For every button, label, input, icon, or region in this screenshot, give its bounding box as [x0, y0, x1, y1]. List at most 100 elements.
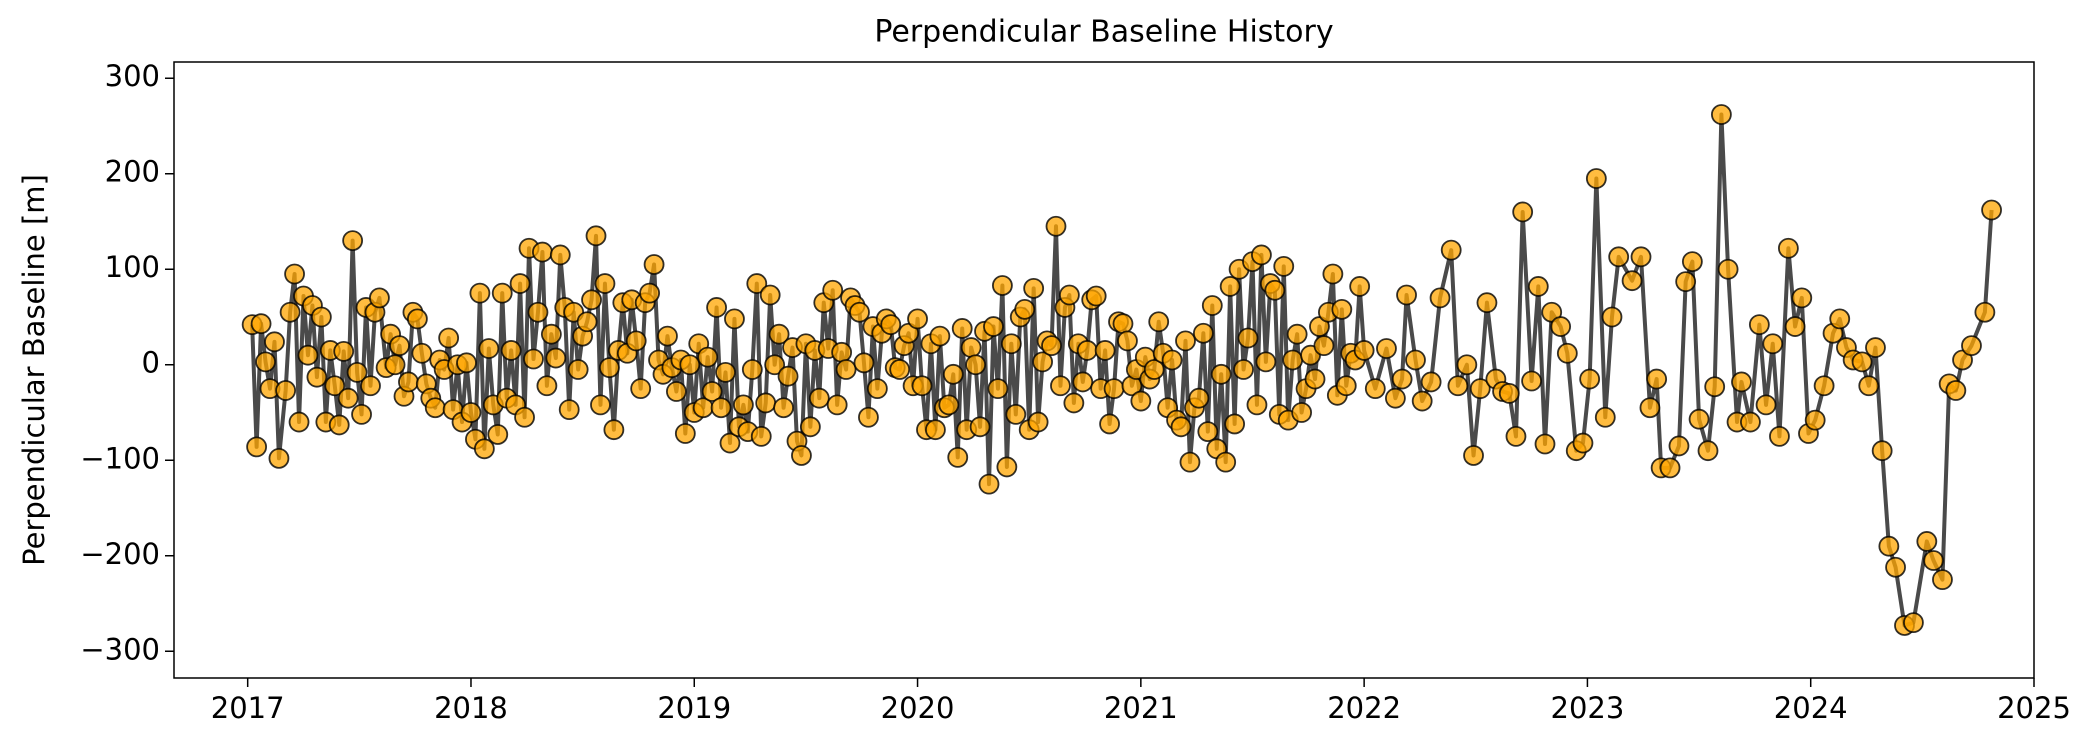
data-point: [715, 361, 736, 383]
data-point: [246, 436, 268, 458]
data-point: [1353, 340, 1375, 361]
plot-frame: [173, 61, 2035, 679]
data-point: [808, 387, 830, 409]
data-point: [1916, 531, 1938, 552]
data-point: [746, 273, 768, 294]
data-point: [1251, 244, 1272, 266]
data-point: [978, 473, 1000, 495]
data-point: [880, 314, 902, 336]
data-point: [710, 397, 732, 419]
data-point: [826, 394, 848, 416]
x-tick-label: 2024: [1774, 691, 1848, 725]
data-point: [585, 225, 607, 247]
data-point: [1784, 316, 1806, 337]
data-point: [889, 359, 911, 380]
y-tick-label: 200: [105, 155, 160, 189]
data-point: [1264, 279, 1286, 301]
data-point: [1331, 298, 1353, 320]
data-point: [1961, 335, 1982, 357]
data-point: [310, 306, 332, 328]
y-tick-label: −300: [80, 632, 160, 666]
data-point: [674, 423, 696, 444]
data-point: [719, 432, 741, 454]
data-point: [424, 397, 446, 419]
data-point: [279, 301, 301, 323]
data-point: [625, 330, 647, 352]
data-point: [500, 340, 522, 361]
data-point: [1858, 375, 1880, 397]
data-point: [858, 406, 879, 428]
data-point: [1405, 349, 1426, 371]
data-point: [545, 347, 567, 369]
data-point: [1463, 445, 1484, 466]
data-point: [1748, 314, 1770, 336]
data-point: [509, 273, 531, 294]
data-point: [255, 351, 276, 373]
data-point: [938, 394, 960, 416]
data-point: [1170, 416, 1192, 438]
data-point: [398, 371, 419, 393]
data-point: [1161, 349, 1183, 371]
data-point: [1608, 246, 1630, 268]
data-point: [1829, 308, 1851, 330]
data-point: [1981, 199, 2002, 221]
data-point: [666, 381, 687, 402]
data-point: [1630, 246, 1652, 268]
data-point: [791, 445, 812, 466]
data-point: [594, 273, 616, 294]
data-point: [1878, 535, 1900, 557]
data-point: [438, 327, 460, 349]
data-point: [853, 352, 875, 374]
y-tick-label: −200: [80, 537, 160, 571]
data-point: [768, 323, 790, 345]
data-point: [1364, 378, 1386, 400]
data-point: [750, 425, 772, 447]
data-point: [558, 399, 580, 421]
data-point: [288, 411, 310, 433]
data-point: [1032, 351, 1053, 373]
data-point: [1704, 376, 1726, 398]
data-point: [835, 359, 857, 380]
data-point: [1755, 394, 1777, 416]
data-point: [1050, 375, 1071, 397]
data-point: [951, 318, 973, 339]
data-point: [1246, 394, 1268, 416]
data-point: [275, 380, 297, 401]
data-point: [1143, 359, 1165, 380]
y-tick-label: 100: [105, 250, 160, 284]
data-point: [460, 402, 482, 423]
x-tick-label: 2020: [881, 691, 955, 725]
data-point: [1675, 271, 1697, 293]
data-point: [1099, 413, 1120, 435]
data-point: [1273, 255, 1295, 277]
data-point: [590, 394, 611, 416]
data-point: [1585, 168, 1607, 189]
data-point: [603, 419, 625, 441]
data-point: [1085, 285, 1107, 307]
data-point: [1027, 411, 1049, 433]
data-point: [1304, 368, 1326, 390]
data-point: [1769, 425, 1790, 447]
data-point: [1282, 349, 1304, 371]
data-point: [1429, 287, 1451, 309]
data-point: [1668, 435, 1690, 457]
y-tick-label: −100: [80, 441, 160, 475]
data-point: [996, 456, 1018, 478]
data-point: [1717, 258, 1739, 280]
data-point: [657, 325, 678, 347]
data-point: [540, 323, 562, 345]
data-point: [1527, 276, 1549, 297]
data-point: [1103, 378, 1125, 400]
data-point: [1112, 313, 1134, 335]
data-point: [333, 340, 355, 362]
x-tick-label: 2022: [1327, 691, 1401, 725]
data-point: [1224, 413, 1246, 435]
data-point: [346, 361, 368, 383]
data-point: [1014, 298, 1036, 320]
data-point: [1621, 270, 1643, 292]
data-line: [250, 112, 1994, 628]
data-point: [911, 375, 933, 397]
data-point: [1740, 411, 1761, 433]
data-point: [701, 381, 723, 402]
